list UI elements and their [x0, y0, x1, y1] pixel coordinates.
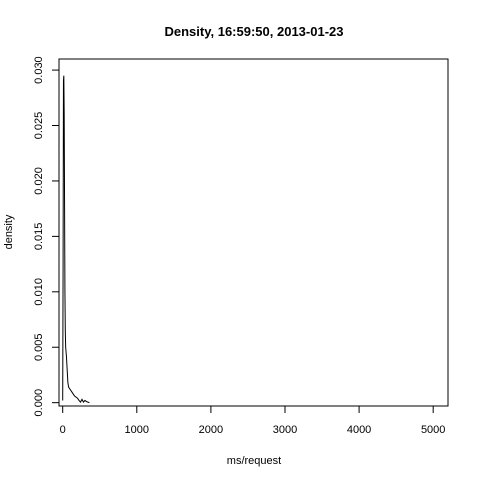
x-tick-label: 2000	[199, 424, 223, 436]
x-tick-label: 5000	[421, 424, 445, 436]
chart-title: Density, 16:59:50, 2013-01-23	[165, 24, 344, 39]
y-tick-label: 0.005	[33, 333, 45, 361]
x-axis-label: ms/request	[227, 455, 281, 467]
plot-frame	[58, 58, 449, 407]
y-tick-label: 0.025	[33, 112, 45, 140]
y-tick-label: 0.000	[33, 389, 45, 417]
y-axis-label: density	[3, 214, 15, 249]
x-tick-label: 0	[60, 424, 66, 436]
y-tick-label: 0.010	[33, 278, 45, 306]
x-tick-label: 3000	[273, 424, 297, 436]
series-group	[62, 75, 90, 404]
x-axis: 0 1000 2000 3000 4000 5000	[60, 405, 445, 436]
y-axis: 0.000 0.005 0.010 0.015 0.020 0.025 0.030	[33, 56, 60, 417]
y-tick-label: 0.020	[33, 167, 45, 195]
y-tick-label: 0.030	[33, 56, 45, 84]
x-tick-label: 1000	[125, 424, 149, 436]
y-tick-label: 0.015	[33, 223, 45, 251]
density-line	[62, 75, 90, 404]
x-tick-label: 4000	[347, 424, 371, 436]
